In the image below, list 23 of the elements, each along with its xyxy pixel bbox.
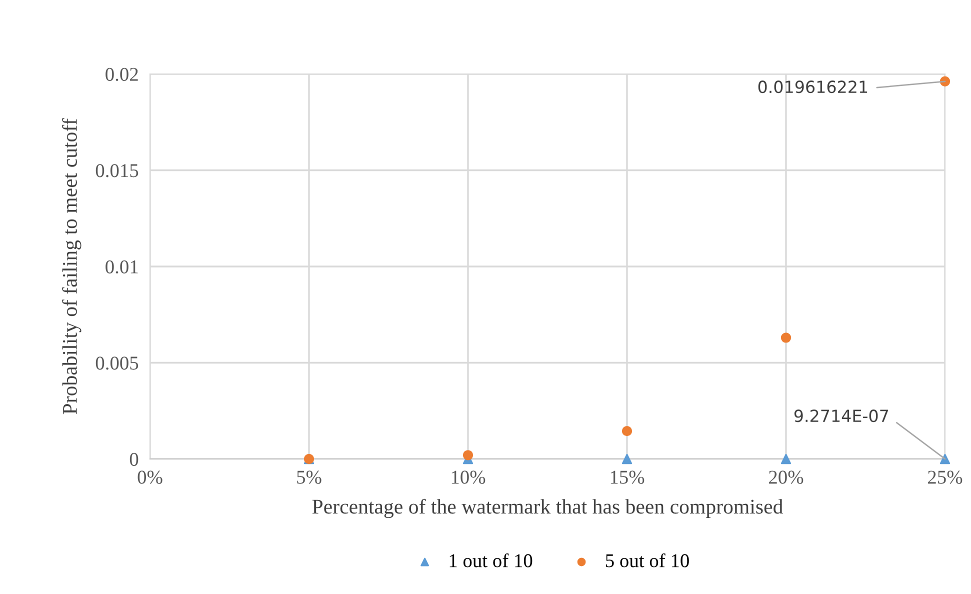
annotation: 0.019616221	[758, 80, 868, 94]
x-tick-label: 20%	[769, 470, 804, 484]
y-tick-label: 0.005	[96, 356, 138, 370]
point	[780, 332, 792, 343]
x-axis-title: Percentage of the watermark that has been compromised	[312, 498, 783, 518]
x-tick-label: 10%	[452, 470, 486, 484]
legend-label: 5 out of 10	[606, 553, 689, 568]
annotation: 9.2714E-07	[794, 410, 888, 422]
y-tick-label: 0	[130, 452, 138, 466]
y-tick-label: 0.01	[106, 260, 138, 274]
point	[622, 454, 632, 464]
x-tick-label: 0%	[138, 470, 162, 484]
x-tick-label: 25%	[928, 470, 962, 484]
y-axis-title: Probability of failing to meet cutoff	[62, 118, 82, 414]
point	[622, 426, 632, 436]
legend-label: 1 out of 10	[450, 553, 532, 568]
point	[462, 450, 474, 460]
x-tick-label: 15%	[610, 470, 644, 484]
point	[940, 454, 950, 464]
y-tick-label: 0.02	[106, 68, 138, 82]
x-tick-label: 5%	[297, 470, 322, 484]
point	[780, 454, 792, 464]
y-tick-label: 0.015	[96, 164, 138, 178]
